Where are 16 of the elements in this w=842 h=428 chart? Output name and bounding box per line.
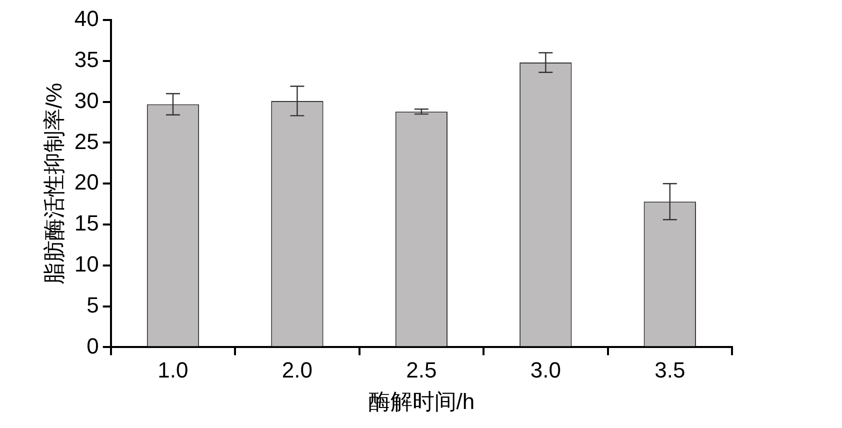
x-tick-label: 3.5 — [654, 357, 686, 382]
y-tick-label: 30 — [74, 88, 99, 113]
x-tick-label: 3.0 — [530, 357, 561, 382]
y-tick-label: 35 — [74, 46, 99, 72]
y-axis-title: 脂肪酶活性抑制率/% — [41, 82, 66, 284]
y-tick-label: 5 — [86, 292, 99, 318]
y-tick-label: 15 — [74, 210, 99, 236]
x-axis-title: 酶解时间/h — [368, 388, 475, 414]
y-tick-label: 10 — [74, 251, 99, 276]
y-tick-label: 0 — [86, 333, 99, 358]
x-tick-label: 1.0 — [158, 357, 188, 382]
y-tick-label: 20 — [74, 170, 99, 195]
x-tick-label: 2.0 — [282, 357, 313, 382]
y-tick-label: 40 — [74, 6, 99, 32]
x-tick-label: 2.5 — [406, 357, 437, 382]
y-tick-label: 25 — [74, 128, 99, 154]
